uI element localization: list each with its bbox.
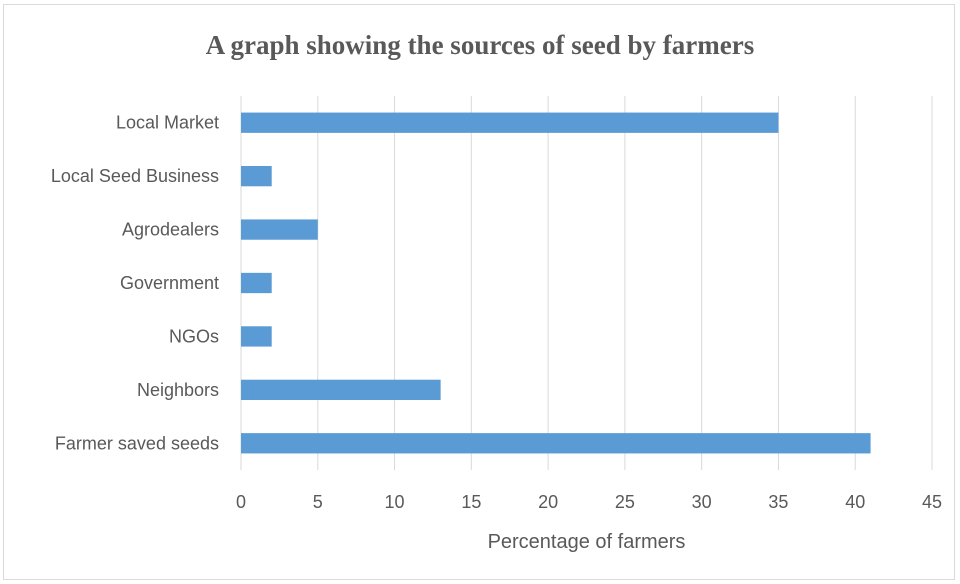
bar-government	[241, 272, 272, 294]
x-tick-label: 10	[385, 492, 405, 512]
bar-neighbors	[241, 379, 441, 401]
x-tick-label: 0	[236, 492, 246, 512]
x-tick-label: 45	[922, 492, 942, 512]
category-label: Agrodealers	[122, 220, 219, 240]
bar-farmer-saved-seeds	[241, 433, 871, 454]
x-axis-title: Percentage of farmers	[488, 531, 686, 553]
x-tick-label: 15	[461, 492, 481, 512]
chart-title: A graph showing the sources of seed by f…	[205, 30, 755, 60]
category-label: Government	[120, 273, 219, 293]
chart-frame	[3, 4, 955, 580]
category-label: NGOs	[169, 326, 219, 346]
bar-local-seed-business	[241, 165, 272, 187]
category-label: Local Market	[116, 113, 219, 133]
bar-agrodealers	[241, 219, 318, 240]
x-tick-label: 30	[692, 492, 712, 512]
x-tick-label: 40	[845, 492, 865, 512]
x-tick-label: 5	[313, 492, 323, 512]
x-tick-label: 20	[538, 492, 558, 512]
bar-ngos	[241, 326, 272, 347]
category-label: Neighbors	[137, 380, 219, 400]
category-label: Local Seed Business	[51, 166, 219, 186]
x-tick-label: 35	[768, 492, 788, 512]
bar-local-market	[241, 112, 779, 133]
category-label: Farmer saved seeds	[55, 433, 219, 453]
x-tick-label: 25	[615, 492, 635, 512]
